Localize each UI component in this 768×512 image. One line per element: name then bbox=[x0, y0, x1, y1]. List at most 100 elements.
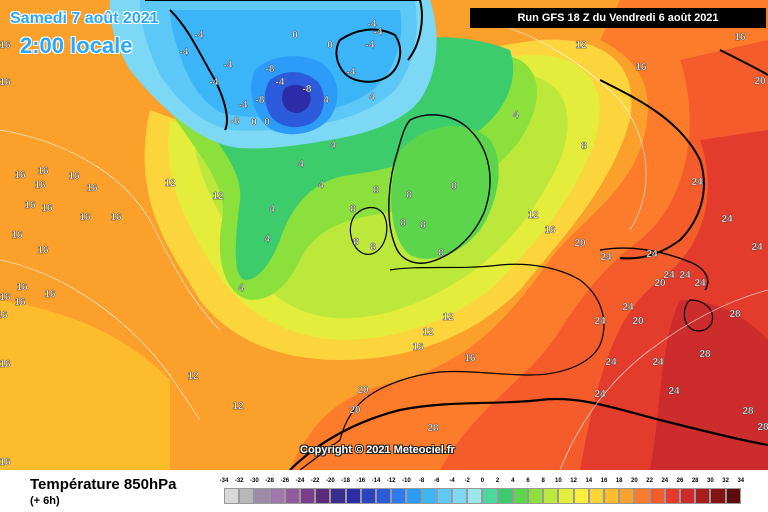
color-swatch bbox=[315, 488, 331, 504]
isotherm-label: 16 bbox=[544, 225, 556, 236]
isotherm-label: 4 bbox=[238, 283, 244, 294]
coastline-black-sea bbox=[599, 247, 709, 291]
isotherm-label: -4 bbox=[366, 40, 375, 51]
isotherm-label: 8 bbox=[350, 204, 356, 215]
isotherm-label: 16 bbox=[0, 77, 11, 88]
isotherm-label: 28 bbox=[427, 423, 439, 434]
scale-tick-label: 28 bbox=[691, 478, 699, 484]
isotherm-label: 20 bbox=[632, 316, 644, 327]
color-swatch bbox=[284, 488, 300, 504]
scale-tick-label: 34 bbox=[737, 478, 745, 484]
isotherm-label: -4 bbox=[239, 100, 248, 111]
color-swatch bbox=[619, 488, 635, 504]
isotherm-label: 12 bbox=[442, 312, 454, 323]
isotherm-label: 12 bbox=[527, 210, 539, 221]
isotherm-label: 8 bbox=[438, 248, 444, 259]
isotherm-label: 12 bbox=[164, 178, 176, 189]
isotherm-label: -4 bbox=[276, 77, 285, 88]
isotherm-label: 8 bbox=[420, 220, 426, 231]
legend-bar: Température 850hPa (+ 6h) -34 -32 -30 -28 -2… bbox=[0, 470, 768, 512]
scale-tick-label: -28 bbox=[265, 478, 274, 484]
isotherm-label: 16 bbox=[11, 230, 23, 241]
color-swatch bbox=[634, 488, 650, 504]
color-swatch bbox=[421, 488, 437, 504]
isotherm-label: 0 bbox=[292, 30, 298, 41]
coastline-svalbard bbox=[335, 28, 402, 83]
scale-tick-label: 18 bbox=[615, 478, 623, 484]
scale-tick-label: 8 bbox=[541, 478, 545, 484]
scale-tick-label: -2 bbox=[464, 478, 470, 484]
scale-tick-label: 26 bbox=[676, 478, 684, 484]
isotherm-label: 8 bbox=[373, 185, 379, 196]
color-swatch bbox=[604, 488, 620, 504]
isotherm-label: 28 bbox=[757, 422, 768, 433]
color-swatch bbox=[467, 488, 483, 504]
isotherm-label: -4 bbox=[180, 47, 189, 58]
isotherm-label: 16 bbox=[110, 212, 122, 223]
isotherm-labels: -4-4-4-4-4-8-8-4-8-800-4-4-4-40 04 4444444… bbox=[0, 19, 768, 468]
isotherm-label: 20 bbox=[574, 238, 586, 249]
color-swatch bbox=[664, 488, 680, 504]
color-swatch bbox=[376, 488, 392, 504]
isotherm-label: 12 bbox=[187, 371, 199, 382]
scale-tick-label: 30 bbox=[707, 478, 714, 484]
temperature-field-minus-10 bbox=[282, 84, 311, 113]
isotherm-label: 16 bbox=[79, 212, 91, 223]
color-swatch bbox=[482, 488, 498, 504]
temperature-field-6-scandinavia bbox=[391, 126, 499, 259]
temperature-map: -4 -4 -4 -4 -4 -8 -8 -4 -8 -8 0 0 -4 -4 -4 -4 0 0 4 4 4 4 4 4 4 4… bbox=[0, 0, 768, 470]
coastline-north-africa bbox=[289, 397, 768, 470]
isotherm-label: 16 bbox=[0, 359, 11, 370]
scale-tick-label: -12 bbox=[386, 478, 396, 484]
scale-tick-label: -14 bbox=[371, 478, 381, 484]
isotherm-label: 24 bbox=[652, 357, 664, 368]
scale-tick-label: -26 bbox=[280, 478, 290, 484]
isotherm-label: 24 bbox=[594, 316, 606, 327]
coastline-mainland-europe bbox=[299, 263, 605, 470]
isotherm-label: 24 bbox=[751, 242, 763, 253]
copyright-text: Copyright © 2021 Meteociel.fr bbox=[300, 444, 455, 456]
isotherm-label: 16 bbox=[68, 171, 80, 182]
color-swatch bbox=[300, 488, 316, 504]
isotherm-label: -8 bbox=[303, 84, 312, 95]
scale-tick-label: 22 bbox=[646, 478, 653, 484]
coastline-greenland bbox=[145, 0, 423, 131]
isotherm-label: 16 bbox=[24, 200, 36, 211]
color-swatch bbox=[588, 488, 604, 504]
isotherm-label: 16 bbox=[635, 62, 647, 73]
color-swatch bbox=[695, 488, 711, 504]
isotherm-label: 12 bbox=[212, 191, 224, 202]
isotherm-label: 16 bbox=[464, 353, 476, 364]
scale-tick-label: 20 bbox=[631, 478, 638, 484]
isotherm-label: 16 bbox=[0, 292, 11, 303]
scale-tick-label: -30 bbox=[250, 478, 259, 484]
map-canvas: -4-4-4-4-4-8-8-4-8-800-4-4-4-40 04 4444444… bbox=[0, 0, 768, 470]
isotherm-label: 0 bbox=[327, 40, 333, 51]
isotherm-label: 16 bbox=[0, 310, 8, 321]
scale-tick-label: -6 bbox=[434, 478, 440, 484]
scale-tick-label: -16 bbox=[356, 478, 366, 484]
scale-tick-label: -8 bbox=[418, 478, 425, 484]
color-swatch bbox=[239, 488, 255, 504]
color-swatch bbox=[436, 488, 452, 504]
isotherm-label: 12 bbox=[422, 327, 434, 338]
color-swatch bbox=[224, 488, 240, 504]
color-swatch bbox=[543, 488, 559, 504]
isotherm-label: 4 bbox=[318, 180, 324, 191]
scale-tick-label: 24 bbox=[661, 478, 669, 484]
coastline-scandinavia bbox=[388, 114, 491, 264]
color-swatch bbox=[573, 488, 589, 504]
isotherm-label: 24 bbox=[663, 270, 675, 281]
isotherm-label: 16 bbox=[14, 297, 26, 308]
isotherm-label: 20 bbox=[349, 405, 361, 416]
isotherm-label: 8 bbox=[581, 141, 587, 152]
color-swatch bbox=[680, 488, 696, 504]
color-swatch bbox=[710, 488, 726, 504]
isotherm-label: 24 bbox=[668, 386, 680, 397]
color-swatch bbox=[391, 488, 407, 504]
color-swatch bbox=[269, 488, 285, 504]
isotherm-lines bbox=[0, 19, 768, 470]
isotherm-label: -8 bbox=[231, 116, 240, 127]
run-banner: Run GFS 18 Z du Vendredi 6 août 2021 bbox=[470, 8, 766, 28]
